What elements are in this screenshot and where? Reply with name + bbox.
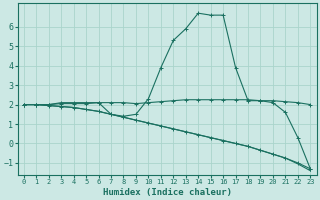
X-axis label: Humidex (Indice chaleur): Humidex (Indice chaleur) [103,188,232,197]
